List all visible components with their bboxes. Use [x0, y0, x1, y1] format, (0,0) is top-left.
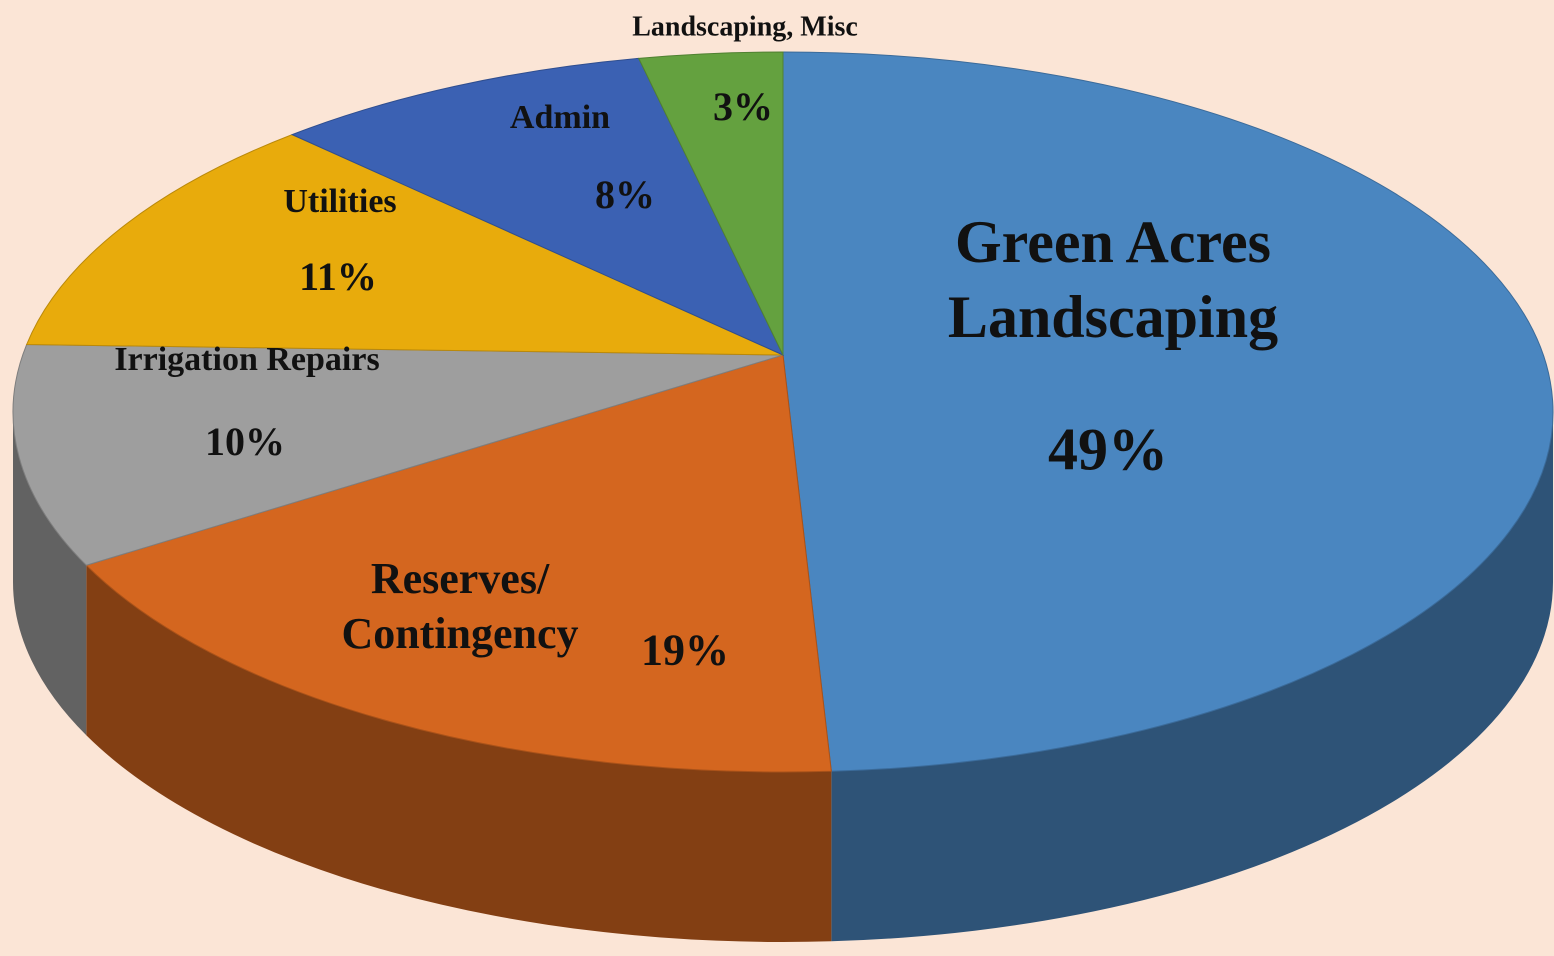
slice-value-label: 49%: [1048, 416, 1168, 483]
slice-label: Irrigation Repairs: [114, 340, 380, 378]
pie-slice: [290, 57, 785, 357]
pie-slice: [85, 354, 832, 773]
slice-value-label: 8%: [595, 172, 655, 217]
pie-slice: [637, 51, 784, 356]
slice-value-label: 19%: [641, 625, 729, 675]
pie-slice-side: [86, 565, 832, 942]
pie-slice-side: [831, 412, 1553, 942]
slice-label: Green Acres Landscaping: [947, 209, 1279, 350]
slice-label: Admin: [509, 98, 611, 136]
slice-label: Utilities: [283, 182, 397, 220]
slice-label: Reserves/ Contingency: [341, 554, 579, 658]
pie-slice: [782, 51, 1554, 772]
pie-slice: [12, 344, 784, 566]
slice-value-label: 10%: [205, 419, 285, 464]
pie-slice: [25, 134, 784, 356]
slice-value-label: 3%: [713, 84, 773, 129]
slice-label: Landscaping, Misc: [632, 11, 858, 43]
pie-slice-side: [13, 412, 87, 736]
slice-value-label: 11%: [299, 254, 377, 299]
